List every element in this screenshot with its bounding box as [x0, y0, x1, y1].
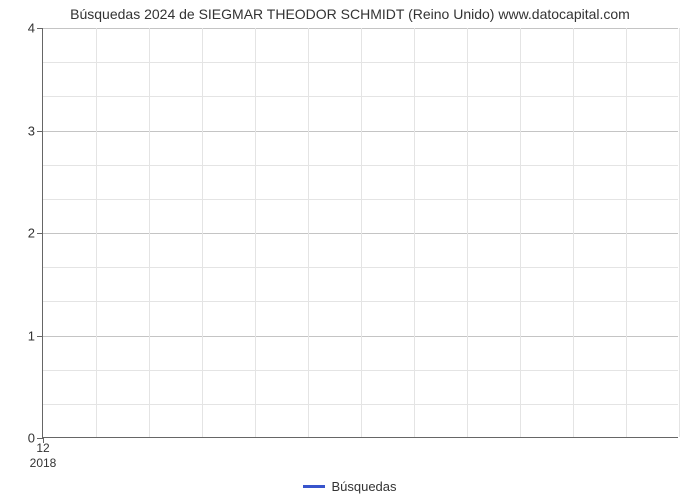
- gridline-v-minor: [96, 28, 97, 437]
- gridline-v-minor: [679, 28, 680, 437]
- gridline-v-minor: [149, 28, 150, 437]
- ytick-mark: [37, 131, 43, 132]
- xtick-label: 122018: [30, 441, 57, 470]
- ytick-label: 1: [28, 328, 35, 343]
- gridline-v-minor: [202, 28, 203, 437]
- chart-title: Búsquedas 2024 de SIEGMAR THEODOR SCHMID…: [0, 6, 700, 22]
- ytick-label: 3: [28, 123, 35, 138]
- gridline-v-minor: [520, 28, 521, 437]
- ytick-label: 4: [28, 21, 35, 36]
- gridline-v-minor: [361, 28, 362, 437]
- gridline-v-minor: [573, 28, 574, 437]
- plot-area: 01234122018: [42, 28, 678, 438]
- searches-chart: Búsquedas 2024 de SIEGMAR THEODOR SCHMID…: [0, 0, 700, 500]
- ytick-mark: [37, 233, 43, 234]
- legend: Búsquedas: [0, 478, 700, 494]
- ytick-label: 2: [28, 226, 35, 241]
- ytick-mark: [37, 336, 43, 337]
- gridline-v-minor: [414, 28, 415, 437]
- gridline-v-minor: [255, 28, 256, 437]
- legend-swatch: [303, 485, 325, 488]
- gridline-v-minor: [626, 28, 627, 437]
- gridline-v-minor: [308, 28, 309, 437]
- gridline-v-minor: [467, 28, 468, 437]
- ytick-mark: [37, 28, 43, 29]
- legend-label: Búsquedas: [331, 479, 396, 494]
